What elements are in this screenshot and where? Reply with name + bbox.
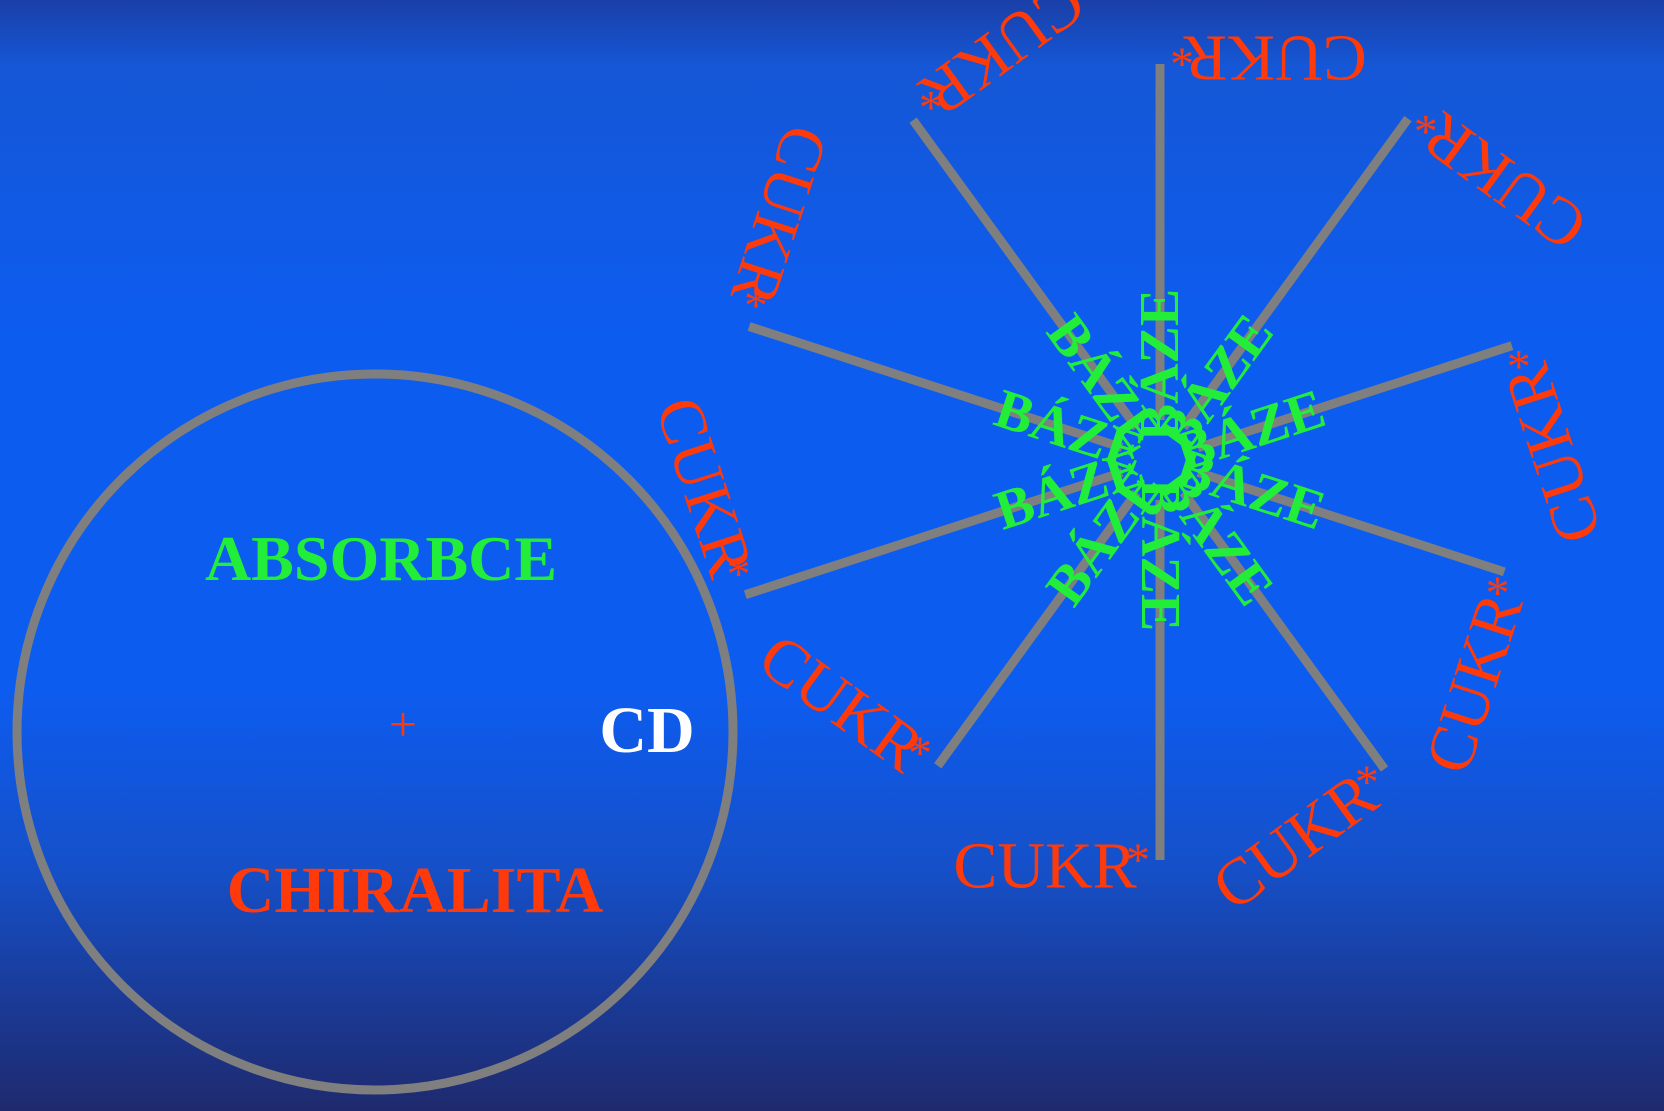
spoke-line bbox=[909, 117, 1141, 431]
sugar-label: CUKR bbox=[1183, 22, 1366, 95]
base-label: BÁZE bbox=[1129, 289, 1191, 442]
star-mark: * bbox=[919, 81, 943, 134]
star-mark: * bbox=[727, 548, 751, 601]
star-mark: * bbox=[908, 727, 932, 780]
star-mark: * bbox=[1355, 756, 1379, 809]
sugar-label: CUKR bbox=[1490, 355, 1616, 552]
star-mark: * bbox=[1414, 106, 1438, 159]
sugar-label: CUKR bbox=[907, 0, 1098, 131]
base-label: BÁZE bbox=[1129, 479, 1191, 632]
sugar-label: CUKR bbox=[746, 620, 937, 787]
helix-top-view: BÁZEBÁZEBÁZEBÁZEBÁZEBÁZEBÁZEBÁZEBÁZEBÁZE… bbox=[641, 0, 1616, 925]
sugar-label: CUKR bbox=[1411, 585, 1537, 782]
spoke-line bbox=[1196, 341, 1514, 452]
cd-circle bbox=[12, 369, 738, 1095]
cd-label: CD bbox=[599, 694, 694, 767]
sugar-label: CUKR bbox=[953, 830, 1136, 903]
spoke-line bbox=[1179, 489, 1389, 772]
star-mark: * bbox=[744, 280, 768, 333]
spoke-line bbox=[1179, 115, 1412, 431]
sugar-label: CUKR bbox=[1199, 758, 1390, 925]
sugar-label: CUKR bbox=[641, 389, 767, 586]
spoke-line bbox=[934, 489, 1141, 769]
star-mark: * bbox=[1507, 341, 1531, 394]
spokes bbox=[743, 64, 1514, 860]
star-mark: * bbox=[1486, 567, 1510, 620]
cd-diagram: ABSORBCE + CHIRALITA CD bbox=[12, 369, 738, 1095]
star-mark: * bbox=[1126, 834, 1150, 887]
plus-sign: + bbox=[389, 696, 417, 752]
spoke-line bbox=[743, 468, 1124, 599]
absorbce-label: ABSORBCE bbox=[205, 523, 557, 594]
chiralita-label: CHIRALITA bbox=[227, 854, 604, 927]
spoke-line bbox=[1196, 468, 1506, 577]
star-mark: * bbox=[1170, 38, 1194, 91]
spoke-line bbox=[747, 322, 1124, 452]
sugar-label: CUKR bbox=[1409, 98, 1600, 265]
sugar-label: CUKR bbox=[716, 117, 842, 314]
